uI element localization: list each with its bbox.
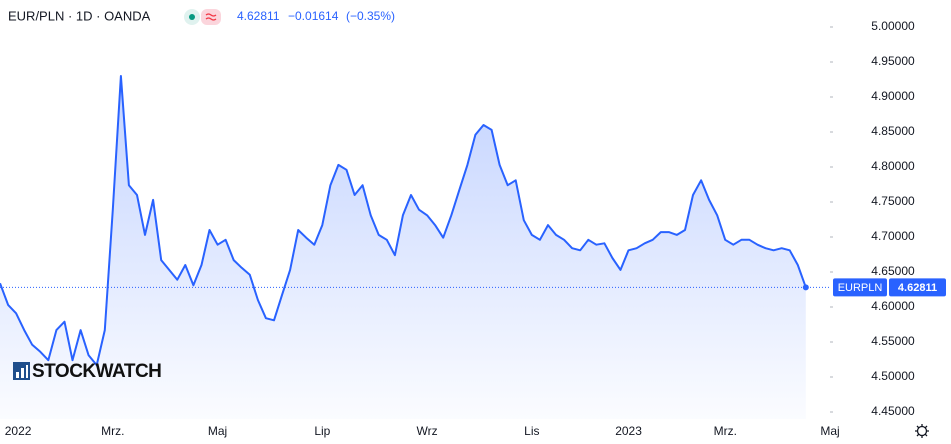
- y-tick-label: 4.80000: [871, 159, 915, 173]
- chart-title: EUR/PLN · 1D · OANDA: [8, 8, 151, 23]
- line: [0, 75, 807, 367]
- x-tick-label: 2022: [5, 424, 32, 438]
- series-label-box: [833, 278, 887, 297]
- price-change-percent: (−0.35%): [346, 9, 395, 23]
- y-tick-label: 4.70000: [871, 229, 915, 243]
- y-tick-label: 4.60000: [871, 299, 915, 313]
- x-tick-label: Lis: [524, 424, 539, 438]
- x-tick-label: Maj: [208, 424, 227, 438]
- y-tick-label: 4.50000: [871, 369, 915, 383]
- x-tick-label: Maj: [820, 424, 839, 438]
- watermark: STOCKWATCH: [32, 361, 161, 382]
- x-tick-label: Mrz.: [101, 424, 124, 438]
- y-tick-label: 4.85000: [871, 124, 915, 138]
- y-tick-label: 4.55000: [871, 334, 915, 348]
- status-dot: [189, 14, 195, 20]
- y-tick-label: 4.90000: [871, 89, 915, 103]
- watermark-logo: [13, 362, 30, 380]
- last-price: 4.62811: [237, 9, 280, 23]
- y-tick-label: 4.75000: [871, 194, 915, 208]
- price-label-box: [889, 278, 946, 297]
- x-tick-label: Mrz.: [714, 424, 737, 438]
- series-label: EURPLN: [838, 282, 883, 294]
- x-tick-label: Lip: [314, 424, 330, 438]
- plot-area: [0, 75, 830, 419]
- y-tick-label: 4.45000: [871, 404, 915, 418]
- last-point: [802, 284, 809, 291]
- area: [0, 76, 806, 419]
- x-tick-label: Wrz: [417, 424, 438, 438]
- y-tick-label: 5.00000: [871, 19, 915, 33]
- x-tick-label: 2023: [615, 424, 642, 438]
- alert-glyph: [205, 13, 217, 21]
- settings-button[interactable]: [915, 424, 929, 438]
- alert-icon: [201, 9, 221, 25]
- price-label: 4.62811: [898, 282, 937, 294]
- y-tick-label: 4.65000: [871, 264, 915, 278]
- price-change: −0.01614: [288, 9, 339, 23]
- y-tick-label: 4.95000: [871, 54, 915, 68]
